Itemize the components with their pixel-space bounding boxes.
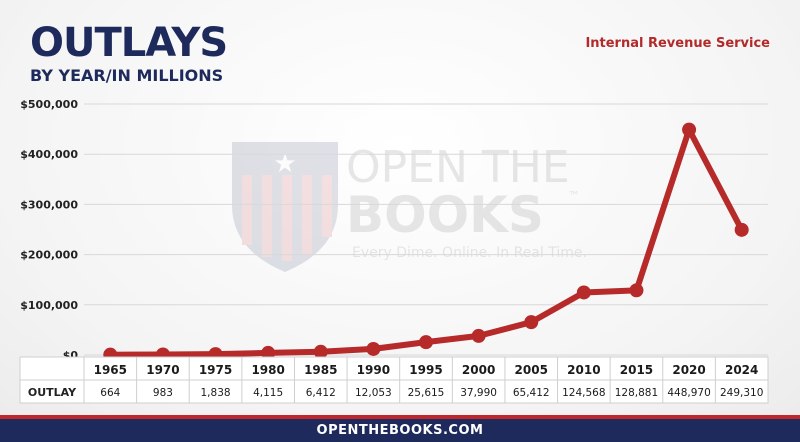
- x-tick-label: 2005: [515, 363, 548, 377]
- footer-bar: [0, 415, 800, 442]
- table-cell-value: 448,970: [667, 387, 710, 399]
- x-tick-label: 1965: [94, 363, 127, 377]
- table-cell-value: 124,568: [562, 387, 605, 399]
- agency-name: Internal Revenue Service: [585, 36, 770, 51]
- data-point: [471, 328, 486, 343]
- x-tick-label: 1995: [409, 363, 442, 377]
- data-point: [734, 222, 749, 237]
- data-point: [419, 335, 433, 350]
- chart-title: OUTLAYS: [30, 20, 228, 66]
- data-point: [629, 283, 644, 298]
- table-cell-value: 664: [100, 387, 120, 399]
- table-cell-value: 128,881: [615, 387, 658, 399]
- table-cell-value: 1,838: [201, 387, 231, 399]
- x-tick-label: 2015: [620, 363, 653, 377]
- watermark-line1: OPEN THE: [346, 142, 570, 193]
- table-row-label: OUTLAY: [28, 386, 77, 399]
- watermark-line2: BOOKS: [346, 186, 544, 244]
- data-point: [576, 285, 591, 300]
- table-cell-value: 12,053: [355, 387, 392, 399]
- chart-subtitle: BY YEAR/IN MILLIONS: [30, 66, 224, 85]
- x-tick-label: 2020: [672, 363, 705, 377]
- x-tick-label: 2000: [462, 363, 495, 377]
- x-tick-label: 1980: [251, 363, 284, 377]
- x-tick-label: 2024: [725, 363, 758, 377]
- data-point: [682, 122, 697, 137]
- data-point: [366, 341, 381, 356]
- data-point: [524, 315, 539, 330]
- table-cell-value: 983: [153, 387, 173, 399]
- shield-icon: [232, 142, 338, 272]
- y-tick-label: $400,000: [20, 148, 78, 161]
- star-icon: ★: [273, 149, 296, 179]
- table-cell-value: 37,990: [460, 387, 497, 399]
- x-tick-label: 1985: [304, 363, 337, 377]
- table-cell-value: 6,412: [306, 387, 336, 399]
- table-cell-value: 25,615: [408, 387, 445, 399]
- watermark-tagline: Every Dime. Online. In Real Time.: [352, 245, 587, 261]
- footer-url[interactable]: OPENTHEBOOKS.COM: [316, 423, 484, 438]
- watermark-tm: ™: [568, 189, 580, 203]
- y-tick-label: $500,000: [20, 98, 78, 111]
- table-cell-value: 249,310: [720, 387, 763, 399]
- x-tick-label: 1975: [199, 363, 232, 377]
- y-tick-label: $200,000: [20, 249, 78, 262]
- x-tick-label: 1990: [357, 363, 390, 377]
- data-point: [313, 344, 328, 359]
- x-tick-label: 2010: [567, 363, 600, 377]
- table-cell-value: 4,115: [253, 387, 283, 399]
- data-point: [261, 345, 276, 360]
- table-cell-value: 65,412: [513, 387, 550, 399]
- x-tick-label: 1970: [146, 363, 179, 377]
- y-tick-label: $300,000: [20, 198, 78, 211]
- y-tick-label: $100,000: [20, 299, 78, 312]
